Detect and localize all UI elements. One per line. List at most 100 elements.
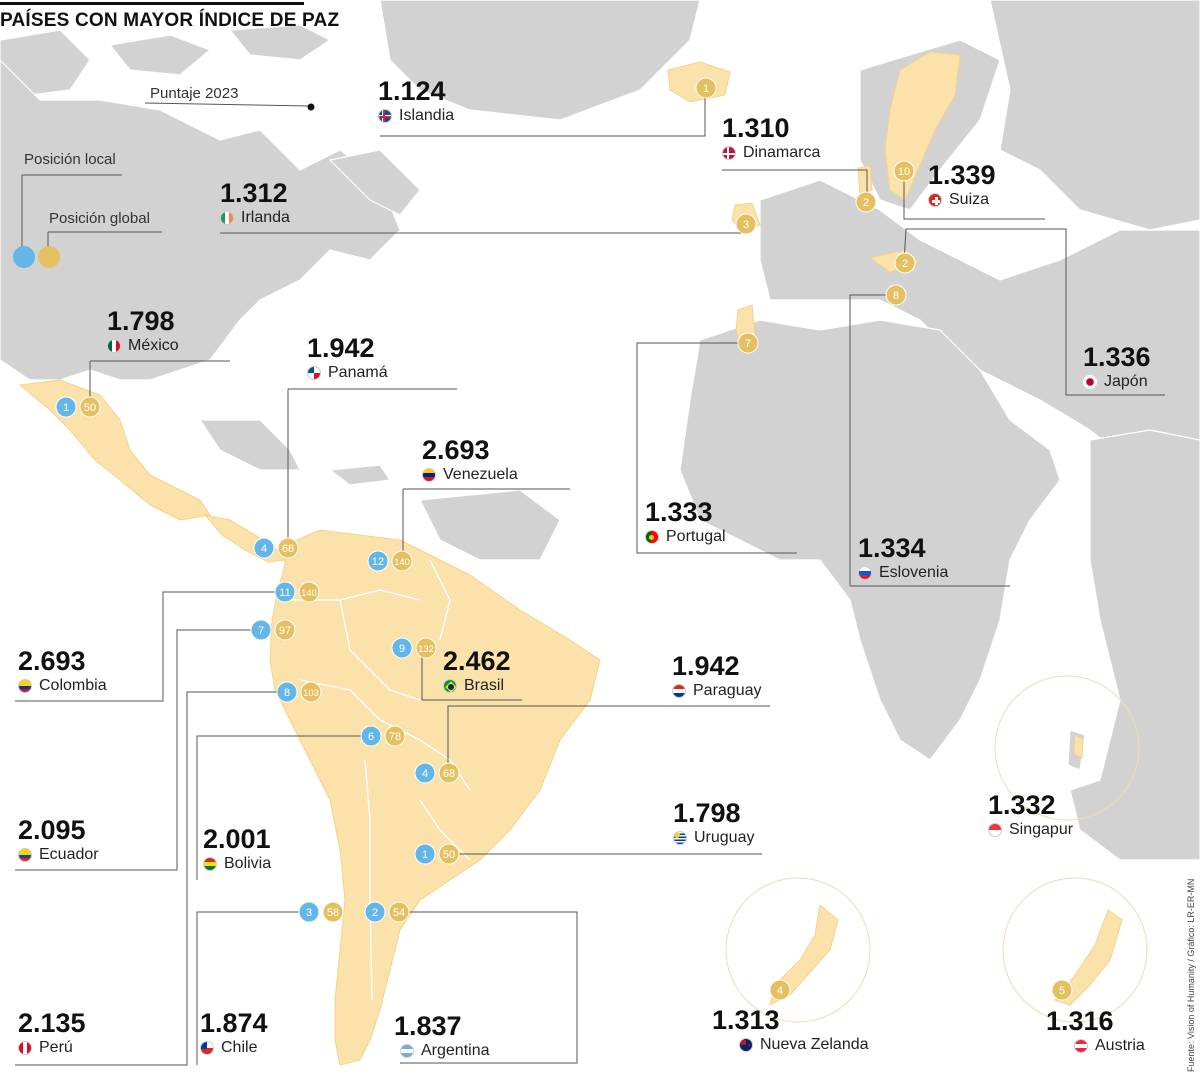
- score-islandia: 1.124: [378, 76, 446, 106]
- score-portugal: 1.333: [645, 497, 713, 527]
- badge-global-portugal: 7: [737, 332, 759, 354]
- score-peru: 2.135: [18, 1008, 86, 1038]
- badge-global-argentina-text: 54: [393, 907, 405, 919]
- country-name-portugal: Portugal: [666, 528, 726, 545]
- score-bolivia: 2.001: [203, 824, 271, 854]
- score-japon: 1.336: [1083, 342, 1151, 372]
- badge-global-uruguay: 50: [438, 843, 460, 865]
- flag-newzealand-icon: [739, 1038, 753, 1052]
- badge-global-chile-text: 58: [327, 907, 339, 919]
- badge-local-venezuela: 12: [367, 550, 389, 572]
- badge-local-ecuador-text: 7: [258, 625, 264, 637]
- badge-global-japon-text: 5: [1059, 985, 1065, 997]
- flag-portugal-icon: [645, 530, 659, 544]
- country-name-singapur: Singapur: [1009, 821, 1074, 838]
- country-name-panama: Panamá: [328, 364, 388, 381]
- country-name-bolivia: Bolivia: [224, 855, 272, 872]
- badge-global-paraguay: 68: [438, 762, 460, 784]
- shape-sudamerica: [269, 529, 601, 1066]
- badge-global-bolivia: 78: [384, 725, 406, 747]
- country-name-japon: Japón: [1104, 373, 1148, 390]
- badge-local-colombia: 11: [274, 581, 296, 603]
- badge-local-ecuador: 7: [250, 619, 272, 641]
- legend-local-label: Posición local: [24, 151, 116, 168]
- shape-mexico: [18, 379, 211, 521]
- label-nueva-zelanda: 1.313 Nueva Zelanda: [712, 1005, 869, 1055]
- flag-brasil-icon: [443, 679, 457, 693]
- flag-venezuela-icon: [422, 468, 436, 482]
- country-name-peru: Perú: [39, 1039, 73, 1056]
- label-paraguay: 1.942 Paraguay: [672, 651, 762, 701]
- flag-peru-icon: [18, 1041, 32, 1055]
- country-name-dinamarca: Dinamarca: [743, 144, 821, 161]
- score-colombia: 2.693: [18, 646, 86, 676]
- label-eslovenia: 1.334 Eslovenia: [858, 533, 948, 583]
- badge-local-argentina-text: 2: [372, 907, 378, 919]
- badge-local-brasil: 9: [391, 637, 413, 659]
- flag-uruguay-icon: [673, 831, 687, 845]
- badge-global-panama: 68: [277, 537, 299, 559]
- label-mexico: 1.798 México: [107, 306, 179, 356]
- score-mexico: 1.798: [107, 306, 175, 336]
- badge-global-bolivia-text: 78: [389, 731, 401, 743]
- label-ecuador: 2.095 Ecuador: [18, 815, 99, 865]
- flag-panama-icon: [307, 366, 321, 380]
- flag-ecuador-icon: [18, 848, 32, 862]
- badge-local-peru: 8: [276, 681, 298, 703]
- country-name-irlanda: Irlanda: [241, 209, 290, 226]
- country-name-colombia: Colombia: [39, 677, 107, 694]
- label-uruguay: 1.798 Uruguay: [673, 798, 754, 848]
- flag-ireland-icon: [220, 211, 234, 225]
- country-name-chile: Chile: [221, 1039, 258, 1056]
- badge-global-eslovenia-text: 8: [893, 290, 899, 302]
- flag-iceland-icon: [378, 109, 392, 123]
- label-chile: 1.874 Chile: [200, 1008, 268, 1058]
- flag-bolivia-icon: [203, 857, 217, 871]
- badge-global-peru-text: 103: [303, 688, 319, 699]
- shape-centroamerica: [203, 514, 286, 563]
- label-colombia: 2.693 Colombia: [18, 646, 107, 696]
- badge-global-colombia-text: 140: [301, 588, 317, 599]
- inset-circles: [725, 675, 1148, 1023]
- country-name-islandia: Islandia: [399, 107, 455, 124]
- label-panama: 1.942 Panamá: [307, 333, 388, 383]
- flag-singapore-icon: [988, 823, 1002, 837]
- score-chile: 1.874: [200, 1008, 268, 1038]
- legend-global-label: Posición global: [49, 210, 150, 227]
- badge-local-bolivia-text: 6: [368, 731, 374, 743]
- legend-score-label: Puntaje 2023: [150, 85, 239, 102]
- badge-local-paraguay-text: 4: [422, 768, 428, 780]
- country-name-ecuador: Ecuador: [39, 846, 99, 863]
- label-bolivia: 2.001 Bolivia: [203, 824, 271, 874]
- badge-global-suiza-text: 10: [898, 166, 910, 178]
- badge-global-venezuela-text: 140: [394, 557, 410, 568]
- score-venezuela: 2.693: [422, 435, 490, 465]
- label-austria: 1.316 Austria: [1046, 1006, 1145, 1056]
- country-name-austria: Austria: [1095, 1037, 1145, 1054]
- badge-local-peru-text: 8: [284, 687, 290, 699]
- label-peru: 2.135 Perú: [18, 1008, 86, 1058]
- source-note: Fuente: Vision of Humanity / Gráfico: LR…: [1186, 878, 1196, 1072]
- label-dinamarca: 1.310 Dinamarca: [722, 113, 820, 163]
- country-name-nueva-zelanda: Nueva Zelanda: [760, 1036, 869, 1053]
- label-irlanda: 1.312 Irlanda: [220, 178, 290, 228]
- score-brasil: 2.462: [443, 646, 511, 676]
- badge-local-colombia-text: 11: [279, 587, 290, 599]
- shape-japon: [1054, 909, 1123, 1006]
- badge-global-mexico: 50: [79, 396, 101, 418]
- badge-local-bolivia: 6: [360, 725, 382, 747]
- score-dinamarca: 1.310: [722, 113, 790, 143]
- flag-argentina-icon: [400, 1044, 414, 1058]
- score-eslovenia: 1.334: [858, 533, 926, 563]
- flag-mexico-icon: [107, 339, 121, 353]
- country-name-venezuela: Venezuela: [443, 466, 518, 483]
- badge-global-austria: 2: [894, 252, 916, 274]
- badge-global-paraguay-text: 68: [443, 768, 455, 780]
- badge-local-chile: 3: [298, 901, 320, 923]
- badge-local-uruguay: 1: [414, 843, 436, 865]
- badge-global-eslovenia: 8: [885, 284, 907, 306]
- flag-slovenia-icon: [858, 566, 872, 580]
- legend-global-dot: [38, 246, 60, 268]
- badge-global-panama-text: 68: [282, 543, 294, 555]
